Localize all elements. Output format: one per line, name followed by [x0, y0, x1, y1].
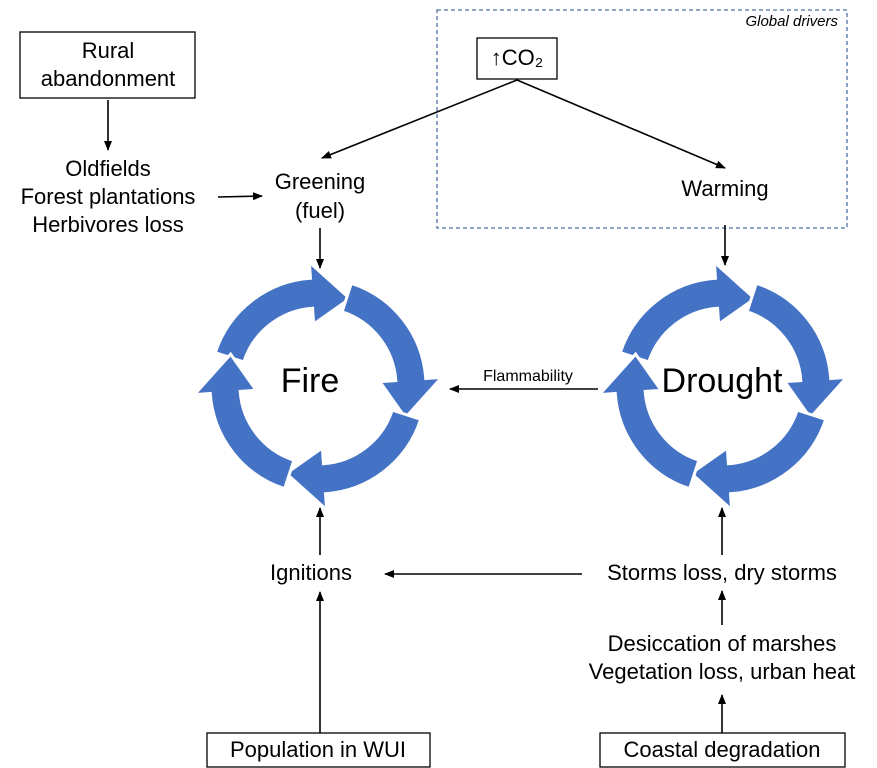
land-use-text: Oldfields — [65, 156, 151, 181]
flammability-label: Flammability — [483, 368, 573, 385]
coastal-text: Coastal degradation — [624, 737, 821, 762]
drought-cycle — [595, 258, 851, 514]
cycle-arrow — [213, 258, 353, 364]
rural-text: Rural — [82, 38, 135, 63]
cycle-arrow — [745, 281, 851, 421]
cycle-arrow — [595, 351, 701, 491]
population-text: Population in WUI — [230, 737, 406, 762]
fire-text: Fire — [281, 362, 340, 400]
desiccation-text: Vegetation loss, urban heat — [589, 659, 856, 684]
co2-box — [476, 37, 558, 80]
cycle-arrow — [190, 351, 296, 491]
global-drivers-frame — [436, 9, 848, 229]
arrow — [217, 192, 263, 201]
warming-text: Warming — [681, 176, 768, 201]
coastal-box — [599, 732, 846, 768]
storms-text: Storms loss, dry storms — [607, 560, 837, 585]
land-use-text: Forest plantations — [21, 184, 196, 209]
desiccation-text: Desiccation of marshes — [608, 631, 837, 656]
arrow — [516, 79, 726, 169]
ignitions-text: Ignitions — [270, 560, 352, 585]
rural-box — [19, 31, 196, 99]
co2-text: ↑CO₂ — [491, 45, 544, 70]
cycle-arrow — [618, 258, 758, 364]
greening-text: (fuel) — [295, 198, 345, 223]
land-use-text: Herbivores loss — [32, 212, 184, 237]
population-box — [206, 732, 431, 768]
cycle-arrow — [340, 281, 446, 421]
arrow — [321, 79, 518, 159]
cycle-arrow — [283, 408, 423, 514]
fire-cycle — [190, 258, 446, 514]
global-drivers-label: Global drivers — [745, 13, 838, 30]
rural-text: abandonment — [41, 66, 176, 91]
greening-text: Greening — [275, 169, 366, 194]
drought-text: Drought — [662, 362, 784, 400]
cycle-arrow — [688, 408, 828, 514]
